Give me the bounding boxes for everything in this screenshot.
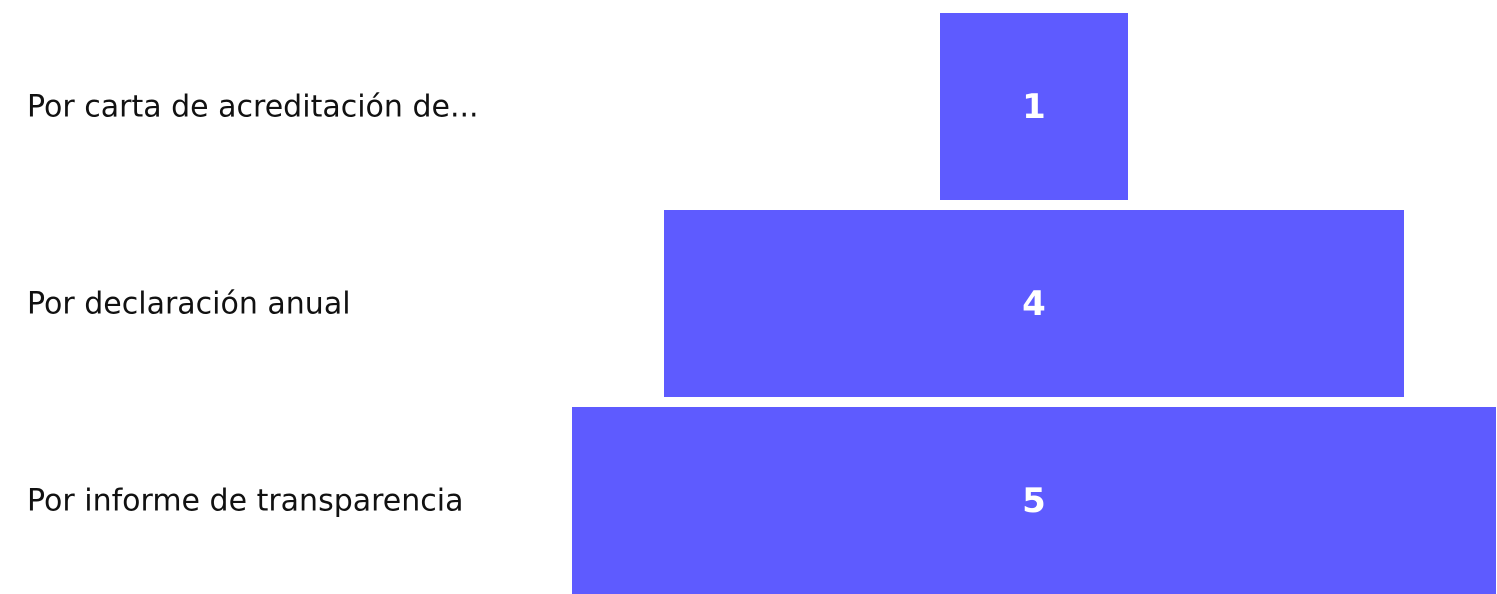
bar-value-label: 1	[1022, 86, 1046, 127]
bar-value-label: 5	[1022, 480, 1046, 521]
category-label: Por declaración anual	[27, 286, 351, 321]
funnel-bar: 5	[571, 407, 1497, 594]
category-label: Por informe de transparencia	[27, 483, 464, 518]
funnel-bar: 1	[940, 13, 1128, 200]
funnel-bar: 4	[663, 210, 1405, 397]
bar-value-label: 4	[1022, 283, 1046, 324]
category-label: Por carta de acreditación de...	[27, 89, 479, 124]
